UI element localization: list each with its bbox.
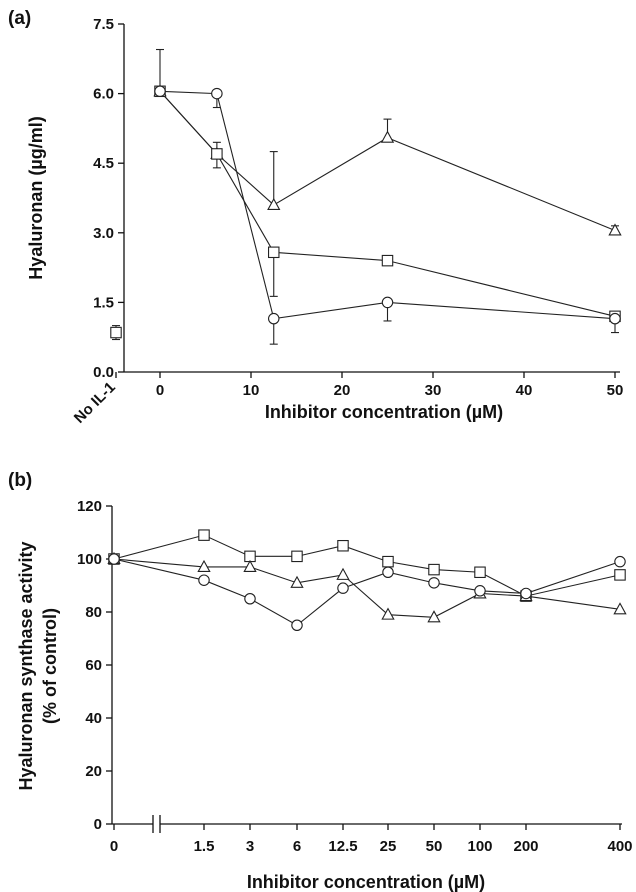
- panel-b-x-axis-title: Inhibitor concentration (µM): [247, 872, 485, 892]
- panel-b-series-square-line: [113, 534, 621, 597]
- panel-b-series-square-point: [614, 569, 626, 581]
- panel-a-series-triangle-point: [380, 130, 395, 143]
- panel-b-y-tick-label: 120: [77, 498, 102, 515]
- panel-a-y-tick-label: 6.0: [93, 86, 114, 103]
- panel-a-series-square-point: [267, 246, 280, 259]
- panel-b-y-tick-label: 0: [94, 816, 102, 833]
- panel-a-series-triangle-line: [159, 90, 616, 231]
- panel-a-y-tick-label: 7.5: [93, 16, 114, 33]
- panel-b-series-circle-line: [113, 558, 621, 626]
- panel-a-x-tick-label: 10: [243, 382, 260, 399]
- panel-b-x-tick-label: 12.5: [328, 838, 357, 855]
- panel-a-y-tick-label: 4.5: [93, 155, 114, 172]
- panel-b-series-square-point: [198, 529, 210, 541]
- panel-a-x-tick-label: 40: [516, 382, 533, 399]
- panel-b-series-triangle-point: [243, 559, 257, 572]
- panel-b-y-axis-title-line1: Hyaluronan synthase activity: [16, 541, 36, 790]
- panel-b-series-circle-point: [474, 585, 486, 597]
- panel-b-series-circle-point: [382, 566, 394, 578]
- panel-a-series-circle-point: [609, 312, 621, 325]
- panel-a-series-triangle-point: [608, 223, 622, 236]
- panel-b-x-tick-label: 400: [607, 838, 632, 855]
- panel-b-x-tick-label: 1.5: [194, 838, 215, 855]
- panel-a-y-tick-label: 1.5: [93, 294, 114, 311]
- panel-a-x-tick-label: 20: [334, 382, 351, 399]
- panel-b-series-circle-point: [614, 555, 626, 568]
- panel-b-series-circle-point: [291, 619, 303, 631]
- panel-b-series-square-point: [291, 550, 303, 563]
- panel-a-series-triangle-point: [267, 197, 281, 210]
- panel-b-series-triangle-point: [613, 602, 627, 615]
- panel-a-series-square-point: [381, 254, 394, 267]
- panel-b-series-square-point: [382, 555, 394, 568]
- panel-b-series-triangle-line: [113, 558, 621, 618]
- panel-a-x-tick-label: 0: [156, 382, 164, 399]
- panel-b-x-tick-label: 3: [246, 838, 254, 855]
- panel-b-series-circle-point: [337, 582, 349, 594]
- panel-a-series-circle-point: [154, 85, 166, 98]
- panel-a-x-axis-title: Inhibitor concentration (µM): [265, 402, 503, 422]
- panel-a-series-square-point: [211, 148, 223, 160]
- panel-b-y-axis-title-line2: (% of control): [40, 608, 60, 724]
- panel-a-x-tick-label: 50: [607, 382, 624, 399]
- panel-b-x-tick-label: 25: [380, 838, 397, 855]
- panel-b-series-circle-point: [428, 577, 440, 589]
- panel-b-series-circle-point: [198, 574, 210, 586]
- panel-a-no-il1-label: No IL-1: [71, 379, 119, 427]
- panel-a-y-axis-title: Hyaluronan (µg/ml): [26, 116, 46, 279]
- panel-b-y-tick-label: 40: [85, 710, 102, 727]
- panel-b-series-triangle-point: [290, 575, 304, 588]
- panel-b-y-tick-label: 80: [85, 604, 102, 621]
- panel-b-series-triangle-point: [427, 610, 441, 623]
- panel-b-series-square-point: [337, 539, 349, 552]
- panel-a-series-circle-point: [267, 312, 280, 325]
- panel-b-series-triangle-point: [381, 607, 395, 620]
- panel-b-series-circle-point: [520, 587, 532, 600]
- panel-b-series-circle-point: [244, 592, 256, 605]
- panel-a-x-tick-label: 30: [425, 382, 442, 399]
- panel-b-series-triangle-point: [336, 567, 350, 580]
- panel-a-series-circle-point: [211, 87, 223, 100]
- panel-a-plot: 0.0 1.5 3.0 4.5 6.0 7.5 0 10 20 30 40 50: [93, 16, 623, 399]
- panel-a-y-tick-label: 3.0: [93, 225, 114, 242]
- panel-b-y-tick-label: 20: [85, 763, 102, 780]
- panel-b-y-tick-label: 60: [85, 657, 102, 674]
- panel-b-label: (b): [8, 470, 32, 491]
- panel-a-label: (a): [8, 8, 31, 29]
- panel-b-series-square-point: [428, 563, 440, 576]
- panel-b-x-tick-label: 100: [467, 838, 492, 855]
- panel-b-x-tick-label: 50: [426, 838, 443, 855]
- panel-b-series-circle-point: [108, 553, 120, 565]
- panel-b-x-tick-label: 200: [513, 838, 538, 855]
- panel-b-y-tick-label: 100: [77, 551, 102, 568]
- panel-b-x-tick-label: 6: [293, 838, 301, 855]
- panel-a-series-circle-point: [381, 296, 394, 309]
- panel-b-series-square-point: [474, 566, 486, 578]
- panel-b-x-tick-label: 0: [110, 838, 118, 855]
- panel-b-series-triangle-point: [197, 559, 211, 572]
- panel-b-plot: 0 20 40 60 80 100 120 0 1.5 3 6 12.5 25 50 100 200 400: [77, 498, 633, 855]
- panel-a-y-tick-label: 0.0: [93, 364, 114, 381]
- panel-a-no-il1-point: [110, 326, 122, 339]
